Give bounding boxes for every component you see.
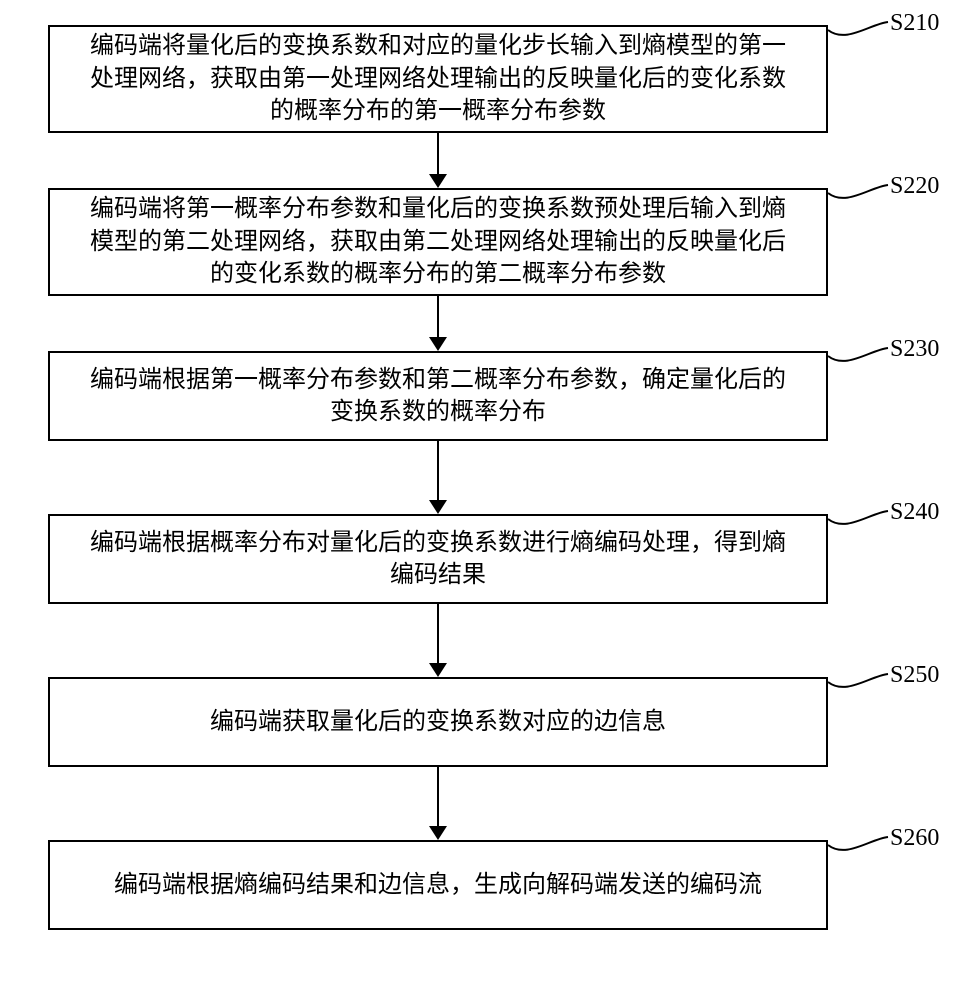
step-label-s240: S240: [890, 499, 939, 526]
step-label-s260: S260: [890, 825, 939, 852]
lead-line-s210: [826, 2, 890, 50]
step-box-s230: 编码端根据第一概率分布参数和第二概率分布参数，确定量化后的 变换系数的概率分布: [48, 351, 828, 441]
step-box-s210: 编码端将量化后的变换系数和对应的量化步长输入到熵模型的第一 处理网络，获取由第一…: [48, 25, 828, 133]
step-box-s250: 编码端获取量化后的变换系数对应的边信息: [48, 677, 828, 767]
lead-line-s250: [826, 654, 890, 702]
flowchart-canvas: 编码端将量化后的变换系数和对应的量化步长输入到熵模型的第一 处理网络，获取由第一…: [0, 0, 967, 1000]
step-text: 编码端根据第一概率分布参数和第二概率分布参数，确定量化后的 变换系数的概率分布: [90, 364, 786, 429]
step-text: 编码端根据熵编码结果和边信息，生成向解码端发送的编码流: [114, 869, 762, 901]
lead-line-s220: [826, 165, 890, 213]
step-label-s220: S220: [890, 173, 939, 200]
arrow-s230-to-s240: [427, 441, 449, 514]
step-label-s250: S250: [890, 662, 939, 689]
step-text: 编码端将量化后的变换系数和对应的量化步长输入到熵模型的第一 处理网络，获取由第一…: [90, 30, 786, 127]
lead-line-s260: [826, 817, 890, 865]
lead-line-s230: [826, 328, 890, 376]
step-label-s210: S210: [890, 10, 939, 37]
step-text: 编码端获取量化后的变换系数对应的边信息: [210, 706, 666, 738]
arrow-s250-to-s260: [427, 767, 449, 840]
arrow-s220-to-s230: [427, 296, 449, 351]
arrow-s210-to-s220: [427, 133, 449, 188]
step-text: 编码端根据概率分布对量化后的变换系数进行熵编码处理，得到熵 编码结果: [90, 527, 786, 592]
step-box-s260: 编码端根据熵编码结果和边信息，生成向解码端发送的编码流: [48, 840, 828, 930]
step-text: 编码端将第一概率分布参数和量化后的变换系数预处理后输入到熵 模型的第二处理网络，…: [90, 193, 786, 290]
arrow-s240-to-s250: [427, 604, 449, 677]
lead-line-s240: [826, 491, 890, 539]
step-box-s220: 编码端将第一概率分布参数和量化后的变换系数预处理后输入到熵 模型的第二处理网络，…: [48, 188, 828, 296]
step-label-s230: S230: [890, 336, 939, 363]
step-box-s240: 编码端根据概率分布对量化后的变换系数进行熵编码处理，得到熵 编码结果: [48, 514, 828, 604]
